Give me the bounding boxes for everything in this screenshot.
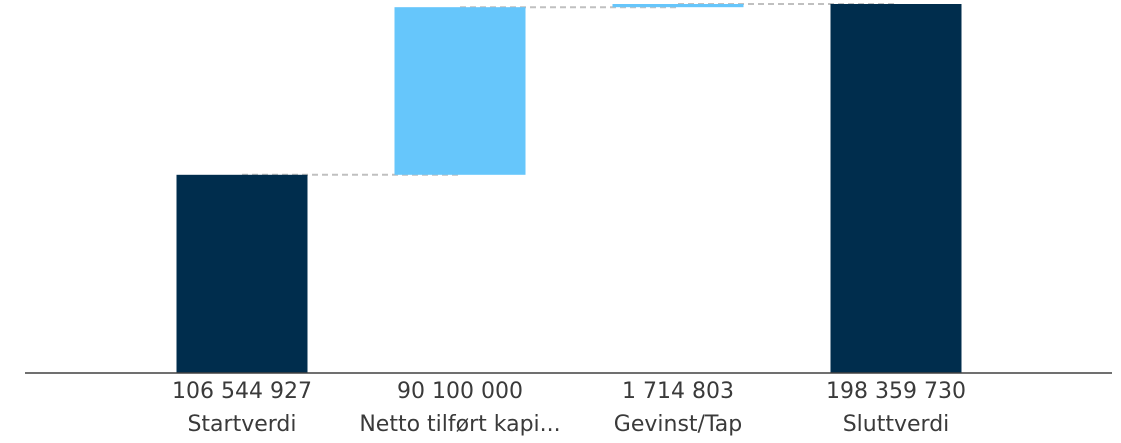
category-label-gevinst-tap: Gevinst/Tap — [614, 412, 742, 437]
connector-lines — [242, 3, 896, 176]
bar-netto-tilf-rt-kapi — [394, 7, 526, 175]
category-label-startverdi: Startverdi — [187, 412, 296, 437]
category-label-sluttverdi: Sluttverdi — [843, 412, 950, 437]
value-label-sluttverdi: 198 359 730 — [826, 379, 966, 404]
bar-sluttverdi — [830, 4, 962, 373]
bar-group — [176, 4, 962, 373]
value-label-gevinst-tap: 1 714 803 — [622, 379, 734, 404]
bar-gevinst-tap — [612, 4, 744, 8]
value-label-netto-tilf-rt-kapi: 90 100 000 — [397, 379, 523, 404]
bar-startverdi — [176, 174, 308, 373]
label-group: 106 544 927 Startverdi 90 100 000 Netto til… — [172, 379, 966, 437]
value-label-startverdi: 106 544 927 — [172, 379, 312, 404]
category-label-netto-tilf-rt-kapi: Netto tilført kapi... — [359, 412, 560, 437]
